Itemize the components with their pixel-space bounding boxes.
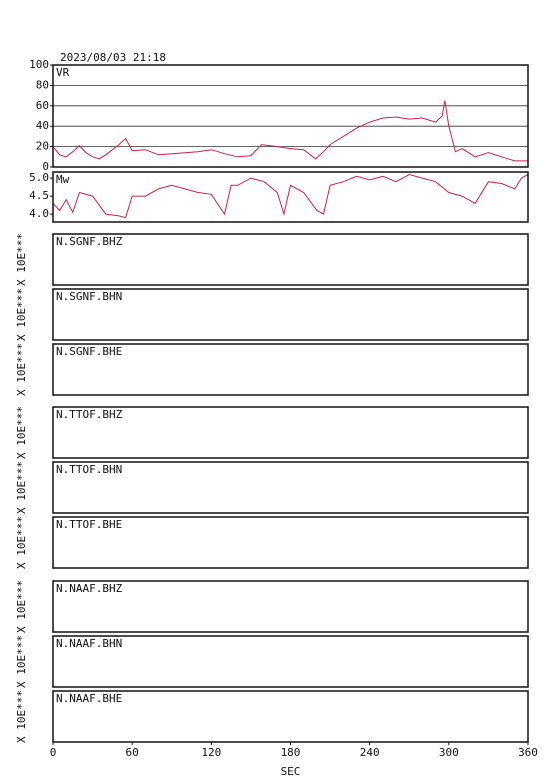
y-tick-label: 100 — [29, 58, 49, 71]
y-axis-label: X 10E*** — [15, 516, 28, 569]
panel-frame — [52, 406, 529, 459]
panel-frame — [52, 580, 529, 633]
panel-label: N.NAAF.BHN — [56, 637, 122, 650]
data-line — [52, 173, 529, 219]
y-tick-label: 40 — [36, 119, 49, 132]
panel-frame — [52, 171, 529, 223]
y-tick-label: 60 — [36, 99, 49, 112]
panel-label: Mw — [56, 173, 70, 186]
panel-label: N.NAAF.BHE — [56, 692, 122, 705]
y-tick-label: 20 — [36, 140, 49, 153]
x-tick-label: 60 — [126, 746, 139, 759]
y-axis-label: X 10E*** — [15, 635, 28, 688]
panel-label: N.SGNF.BHZ — [56, 235, 123, 248]
panel-frame — [52, 635, 529, 688]
panel-frame — [52, 233, 529, 286]
y-axis-label: X 10E*** — [15, 288, 28, 341]
panel-frame — [52, 343, 529, 396]
y-axis-label: X 10E*** — [15, 343, 28, 396]
panel-label: N.TTOF.BHN — [56, 463, 122, 476]
y-axis-label: X 10E*** — [15, 580, 28, 633]
x-axis-label: SEC — [281, 765, 301, 778]
x-tick-label: 240 — [360, 746, 380, 759]
y-tick-label: 80 — [36, 78, 49, 91]
panel-label: N.TTOF.BHE — [56, 518, 122, 531]
panel-label: N.TTOF.BHZ — [56, 408, 123, 421]
y-tick-label: 5.0 — [29, 171, 49, 184]
panel-label: N.SGNF.BHE — [56, 345, 122, 358]
x-tick-label: 300 — [439, 746, 459, 759]
x-tick-label: 360 — [518, 746, 538, 759]
panel-frame — [52, 516, 529, 569]
panel-label: N.NAAF.BHZ — [56, 582, 123, 595]
x-tick-label: 180 — [281, 746, 301, 759]
x-tick-label: 120 — [201, 746, 221, 759]
y-tick-label: 4.5 — [29, 189, 49, 202]
y-axis-label: X 10E*** — [15, 461, 28, 514]
y-tick-label: 4.0 — [29, 207, 49, 220]
panel-frame — [52, 64, 529, 168]
y-axis-label: X 10E*** — [15, 406, 28, 459]
panel-frame — [52, 461, 529, 514]
x-tick-label: 0 — [50, 746, 57, 759]
y-axis-label: X 10E*** — [15, 690, 28, 743]
panel-frame — [52, 690, 529, 743]
panel-label: VR — [56, 66, 70, 79]
y-axis-label: X 10E*** — [15, 233, 28, 286]
data-line — [52, 100, 528, 162]
panel-frame — [52, 288, 529, 341]
y-tick-label: 0 — [42, 160, 49, 173]
panel-label: N.SGNF.BHN — [56, 290, 122, 303]
date-title: 2023/08/03 21:18 — [60, 51, 166, 64]
